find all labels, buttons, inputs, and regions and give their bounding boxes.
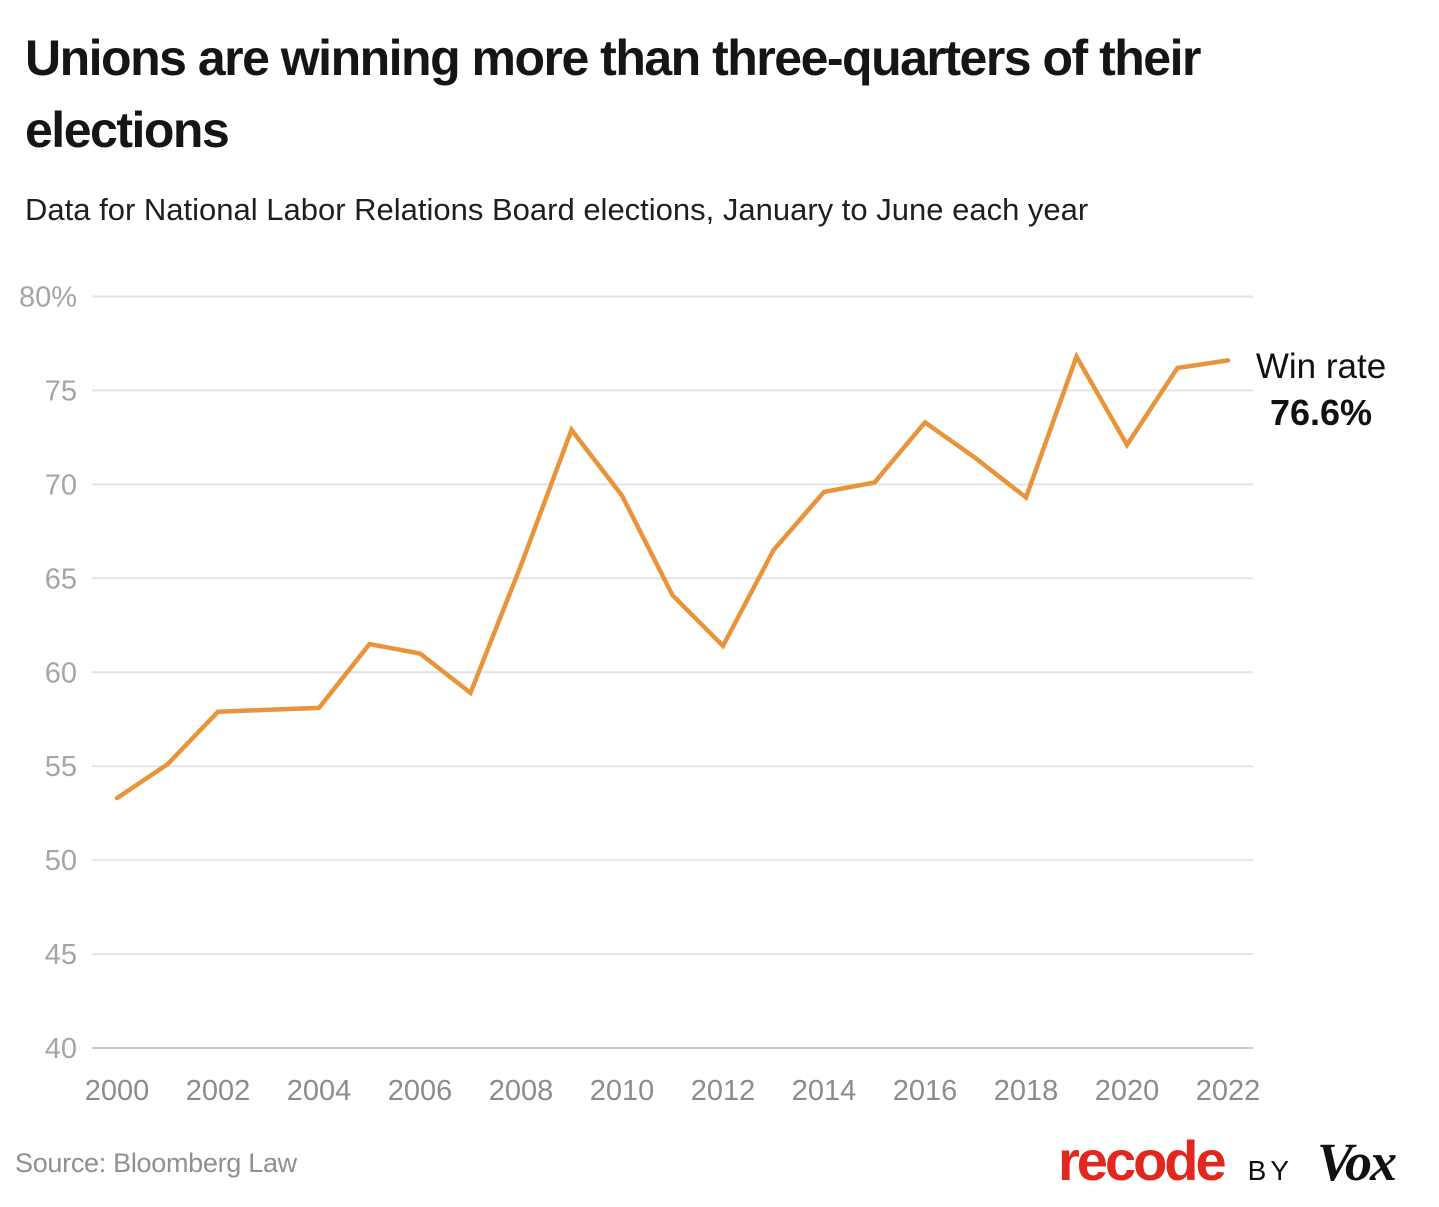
series-annotation: Win rate 76.6% (1250, 344, 1392, 436)
chart-subtitle: Data for National Labor Relations Board … (25, 192, 1089, 227)
x-tick-label: 2020 (1095, 1075, 1160, 1107)
y-tick-label: 65 (45, 563, 77, 595)
y-tick-label: 40 (45, 1033, 77, 1065)
x-tick-label: 2000 (85, 1075, 150, 1107)
x-tick-label: 2006 (388, 1075, 453, 1107)
source-note: Source: Bloomberg Law (15, 1148, 297, 1178)
x-tick-label: 2008 (489, 1075, 554, 1107)
recode-logo: recode (1058, 1129, 1227, 1192)
y-tick-label: 45 (45, 939, 77, 971)
y-tick-label: 80% (19, 282, 77, 314)
y-tick-label: 50 (45, 845, 77, 877)
y-tick-label: 55 (45, 751, 77, 783)
y-tick-label: 75 (45, 375, 77, 407)
x-tick-label: 2016 (893, 1075, 958, 1107)
win-rate-line (114, 351, 1231, 801)
by-label: BY (1247, 1155, 1293, 1186)
y-tick-label: 60 (45, 657, 77, 689)
publisher-logos: recode BY Vox (1058, 1128, 1397, 1193)
y-tick-label: 70 (45, 469, 77, 501)
x-tick-label: 2018 (994, 1075, 1059, 1107)
series-annotation-label: Win rate (1255, 347, 1387, 386)
chart-title: Unions are winning more than three-quart… (25, 22, 1201, 166)
x-tick-label: 2012 (691, 1075, 756, 1107)
chart-title-line-2: elections (25, 102, 230, 158)
x-tick-label: 2010 (590, 1075, 655, 1107)
vox-logo: Vox (1317, 1132, 1397, 1192)
x-tick-label: 2002 (186, 1075, 251, 1107)
chart-title-line-1: Unions are winning more than three-quart… (25, 30, 1201, 86)
series-annotation-value: 76.6% (1269, 392, 1373, 433)
x-tick-label: 2022 (1196, 1075, 1261, 1107)
x-tick-label: 2004 (287, 1075, 352, 1107)
x-tick-label: 2014 (792, 1075, 857, 1107)
